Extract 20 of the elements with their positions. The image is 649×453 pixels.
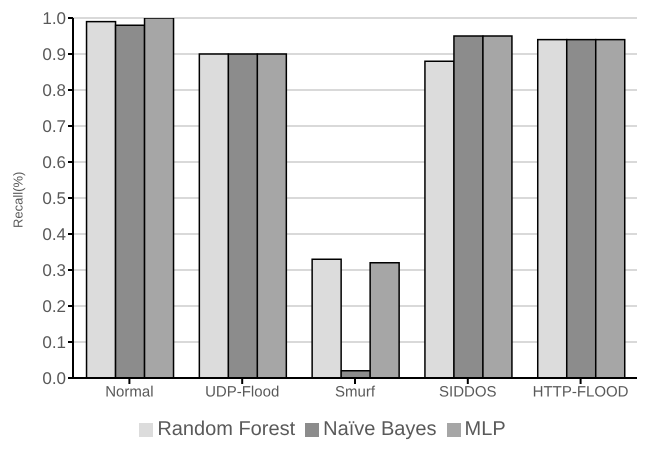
y-tick-label: 0.4: [42, 225, 66, 244]
y-tick-label: 0.1: [42, 333, 66, 352]
x-tick-label: Normal: [105, 384, 154, 401]
x-tick-label: Smurf: [334, 384, 376, 401]
legend-label: MLP: [464, 418, 506, 440]
x-tick-label: UDP-Flood: [205, 384, 280, 401]
x-tick-label: SIDDOS: [439, 384, 497, 401]
x-tick-label: HTTP-FLOOD: [532, 384, 629, 401]
y-tick-label: 0.7: [42, 117, 66, 136]
y-tick-label: 0.6: [42, 153, 66, 172]
y-tick-label: 0.0: [42, 369, 66, 388]
y-tick-label: 0.5: [42, 189, 66, 208]
legend-label: Random Forest: [157, 418, 296, 440]
y-tick-label: 0.9: [42, 45, 66, 64]
y-tick-label: 0.8: [42, 81, 66, 100]
y-tick-label: 0.2: [42, 297, 66, 316]
y-tick-label: 1.0: [42, 9, 66, 28]
y-tick-label: 0.3: [42, 261, 66, 280]
y-axis-title: Recall(%): [10, 172, 26, 228]
legend-label: Naïve Bayes: [323, 418, 437, 440]
